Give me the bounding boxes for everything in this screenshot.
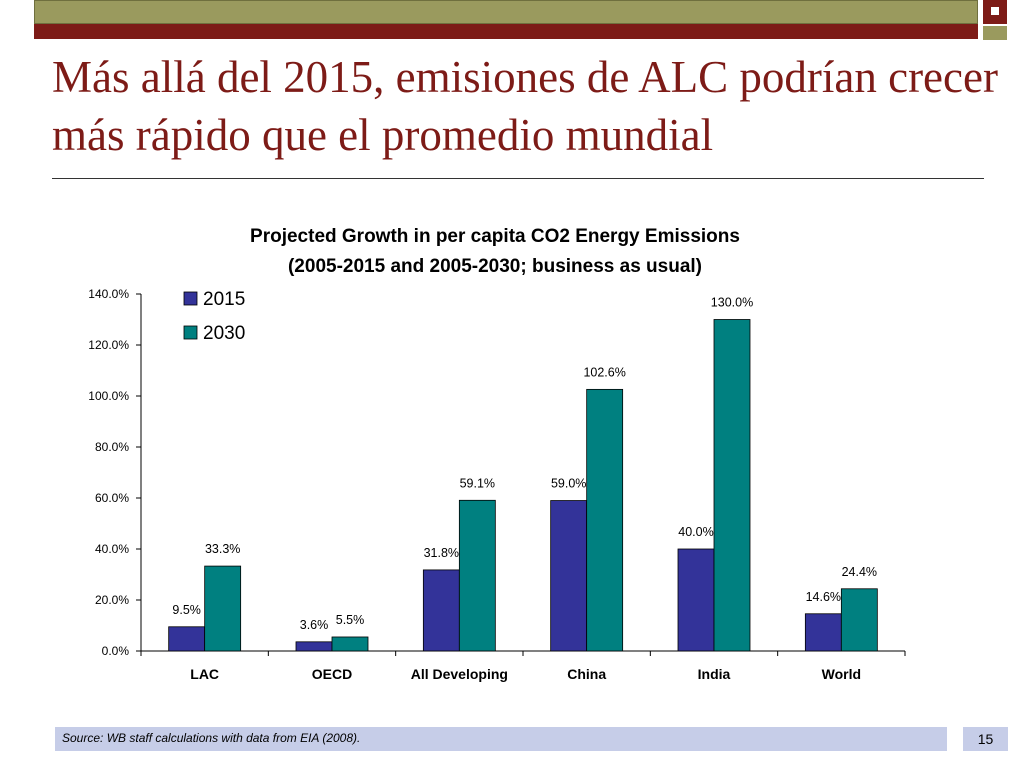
bar-2015 [295,641,333,652]
data-label-2030: 24.4% [842,565,877,579]
bar-2030 [840,588,878,652]
legend-swatch-2015 [183,291,198,306]
y-tick-label: 120.0% [88,338,129,352]
x-tick-label: LAC [190,666,219,682]
bar-2015 [422,569,460,652]
bar-2015 [677,548,715,652]
bar-2030 [204,565,242,652]
data-label-2015: 31.8% [424,546,459,560]
bar-2030 [331,636,369,652]
legend-label-2030: 2030 [203,323,245,344]
bar-2030 [458,499,496,652]
x-tick-label: All Developing [411,666,508,682]
bar-2015 [550,500,588,652]
slide-title: Más allá del 2015, emisiones de ALC podr… [52,52,998,160]
x-tick-label: China [567,666,606,682]
data-label-2030: 33.3% [205,542,240,556]
chart-title-line-2: (2005-2015 and 2005-2030; business as us… [287,256,702,277]
y-tick-label: 60.0% [95,491,129,505]
y-tick-label: 40.0% [95,542,129,556]
data-label-2030: 102.6% [583,365,625,379]
page-number: 15 [963,727,1008,751]
footer-bar [55,727,947,751]
chart-title-line-1: Projected Growth in per capita CO2 Energ… [250,226,740,247]
bar-2030 [713,319,751,652]
data-label-2015: 9.5% [172,603,201,617]
corner-square-inner [990,6,1000,16]
y-tick-label: 0.0% [102,644,130,658]
chart-title: Projected Growth in per capita CO2 Energ… [140,222,850,282]
legend-swatch-2030 [183,325,198,340]
y-tick-label: 100.0% [88,389,129,403]
y-tick-label: 80.0% [95,440,129,454]
data-label-2015: 40.0% [678,525,713,539]
bar-2015 [168,626,206,652]
legend-label-2015: 2015 [203,289,245,310]
data-label-2030: 130.0% [711,296,753,310]
x-tick-label: OECD [312,666,352,682]
x-tick-label: World [822,666,861,682]
data-label-2015: 3.6% [300,618,329,632]
data-label-2015: 59.0% [551,477,586,491]
title-divider [52,178,984,179]
y-tick-label: 20.0% [95,593,129,607]
x-tick-label: India [698,666,731,682]
data-label-2015: 14.6% [806,590,841,604]
header-band-olive [34,0,978,24]
header-band-red [34,24,978,39]
corner-square-olive [983,26,1007,40]
data-label-2030: 5.5% [336,613,365,627]
y-tick-label: 140.0% [88,287,129,301]
data-label-2030: 59.1% [460,476,495,490]
source-note: Source: WB staff calculations with data … [62,731,361,745]
bar-2030 [586,388,624,652]
bar-2015 [804,613,842,652]
